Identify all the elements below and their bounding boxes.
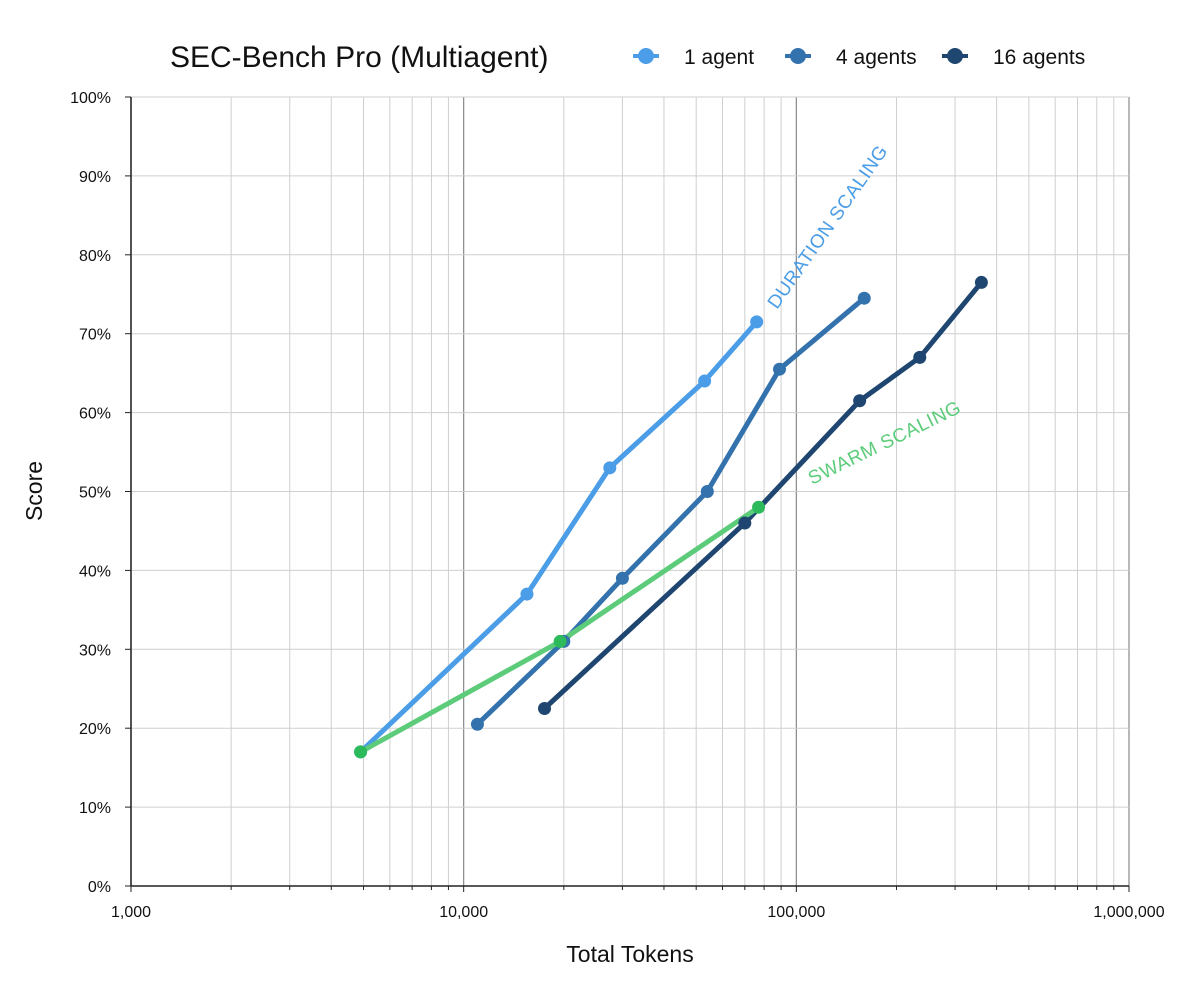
series-line-2: [542, 279, 984, 711]
chart-title: SEC-Bench Pro (Multiagent): [170, 41, 549, 74]
y-tick-label: 90%: [79, 169, 111, 186]
x-axis-title: Total Tokens: [566, 941, 693, 967]
legend-label: 1 agent: [684, 46, 754, 69]
legend-marker: [638, 48, 654, 64]
legend: 1 agent 4 agents 16 agents: [633, 46, 1085, 69]
series-point-2: [853, 394, 867, 408]
trend-point-0: [354, 745, 368, 759]
swarm-scaling-annotation: SWARM SCALING: [805, 397, 965, 489]
axes: [125, 96, 1130, 892]
series-point-2: [538, 701, 552, 715]
series-point-1: [772, 362, 786, 376]
y-tick-label: 100%: [70, 90, 111, 107]
y-tick-label: 30%: [79, 642, 111, 659]
series-point-1: [700, 485, 714, 498]
legend-item-0: 1 agent: [633, 46, 754, 69]
legend-item-1: 4 agents: [785, 46, 917, 69]
y-tick-label: 0%: [88, 879, 111, 896]
trend-point-0: [752, 500, 766, 514]
x-tick-label: 1,000: [111, 904, 151, 921]
y-tick-label: 20%: [79, 721, 111, 738]
series-point-2: [974, 275, 988, 289]
y-tick-label: 50%: [79, 485, 111, 502]
legend-label: 16 agents: [993, 46, 1085, 69]
series-point-1: [857, 291, 871, 305]
series-line-0: [358, 319, 760, 755]
x-tick-label: 10,000: [439, 904, 488, 921]
y-tick-label: 70%: [79, 327, 111, 344]
series-lines: [358, 279, 984, 755]
x-tick-label: 1,000,000: [1093, 904, 1164, 921]
duration-scaling-annotation: DURATION SCALING: [764, 141, 893, 312]
y-tick-label: 40%: [79, 563, 111, 580]
series-markers: [354, 275, 988, 759]
y-axis-title: Score: [21, 461, 47, 521]
series-point-1: [615, 571, 629, 585]
series-point-0: [698, 374, 712, 388]
tick-labels: 1,000 10,000 100,000 1,000,000 0% 10% 20% 30% 40…: [70, 90, 1165, 921]
series-point-2: [738, 516, 752, 530]
series-point-1: [470, 717, 484, 731]
series-point-0: [520, 587, 534, 601]
y-tick-label: 60%: [79, 406, 111, 423]
legend-item-2: 16 agents: [942, 46, 1085, 69]
x-tick-label: 100,000: [767, 904, 825, 921]
legend-label: 4 agents: [836, 46, 917, 69]
legend-marker: [947, 48, 963, 64]
legend-marker: [790, 48, 806, 64]
series-point-2: [913, 350, 927, 364]
y-tick-label: 80%: [79, 248, 111, 265]
series-line-1: [474, 295, 867, 727]
trend-point-0: [553, 634, 567, 648]
grid: [130, 96, 1130, 887]
series-point-0: [750, 315, 764, 329]
y-tick-label: 10%: [79, 800, 111, 817]
series-point-0: [603, 461, 617, 475]
